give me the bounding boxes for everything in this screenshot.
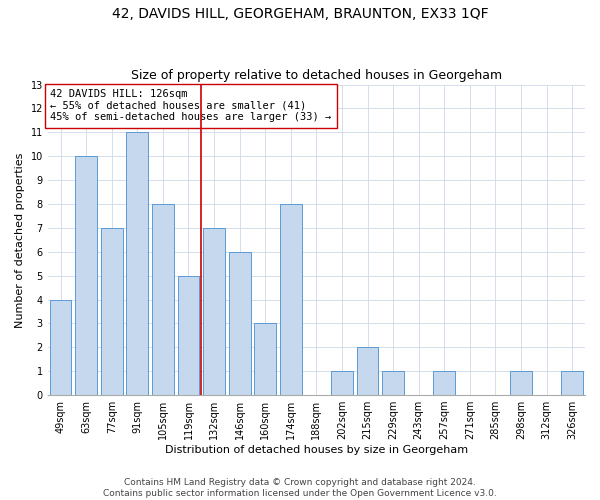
Bar [562,371,583,395]
Bar [101,228,122,395]
Bar [510,371,532,395]
Text: Contains HM Land Registry data © Crown copyright and database right 2024.
Contai: Contains HM Land Registry data © Crown c… [103,478,497,498]
Bar [152,204,174,395]
Bar [203,228,225,395]
Bar [75,156,97,395]
X-axis label: Distribution of detached houses by size in Georgeham: Distribution of detached houses by size … [165,445,468,455]
Bar [50,300,71,395]
Bar [280,204,302,395]
Bar [127,132,148,395]
Bar [382,371,404,395]
Text: 42, DAVIDS HILL, GEORGEHAM, BRAUNTON, EX33 1QF: 42, DAVIDS HILL, GEORGEHAM, BRAUNTON, EX… [112,8,488,22]
Text: 42 DAVIDS HILL: 126sqm
← 55% of detached houses are smaller (41)
45% of semi-det: 42 DAVIDS HILL: 126sqm ← 55% of detached… [50,89,332,122]
Y-axis label: Number of detached properties: Number of detached properties [15,152,25,328]
Bar [331,371,353,395]
Bar [229,252,251,395]
Title: Size of property relative to detached houses in Georgeham: Size of property relative to detached ho… [131,69,502,82]
Bar [178,276,199,395]
Bar [356,348,379,395]
Bar [254,324,276,395]
Bar [433,371,455,395]
